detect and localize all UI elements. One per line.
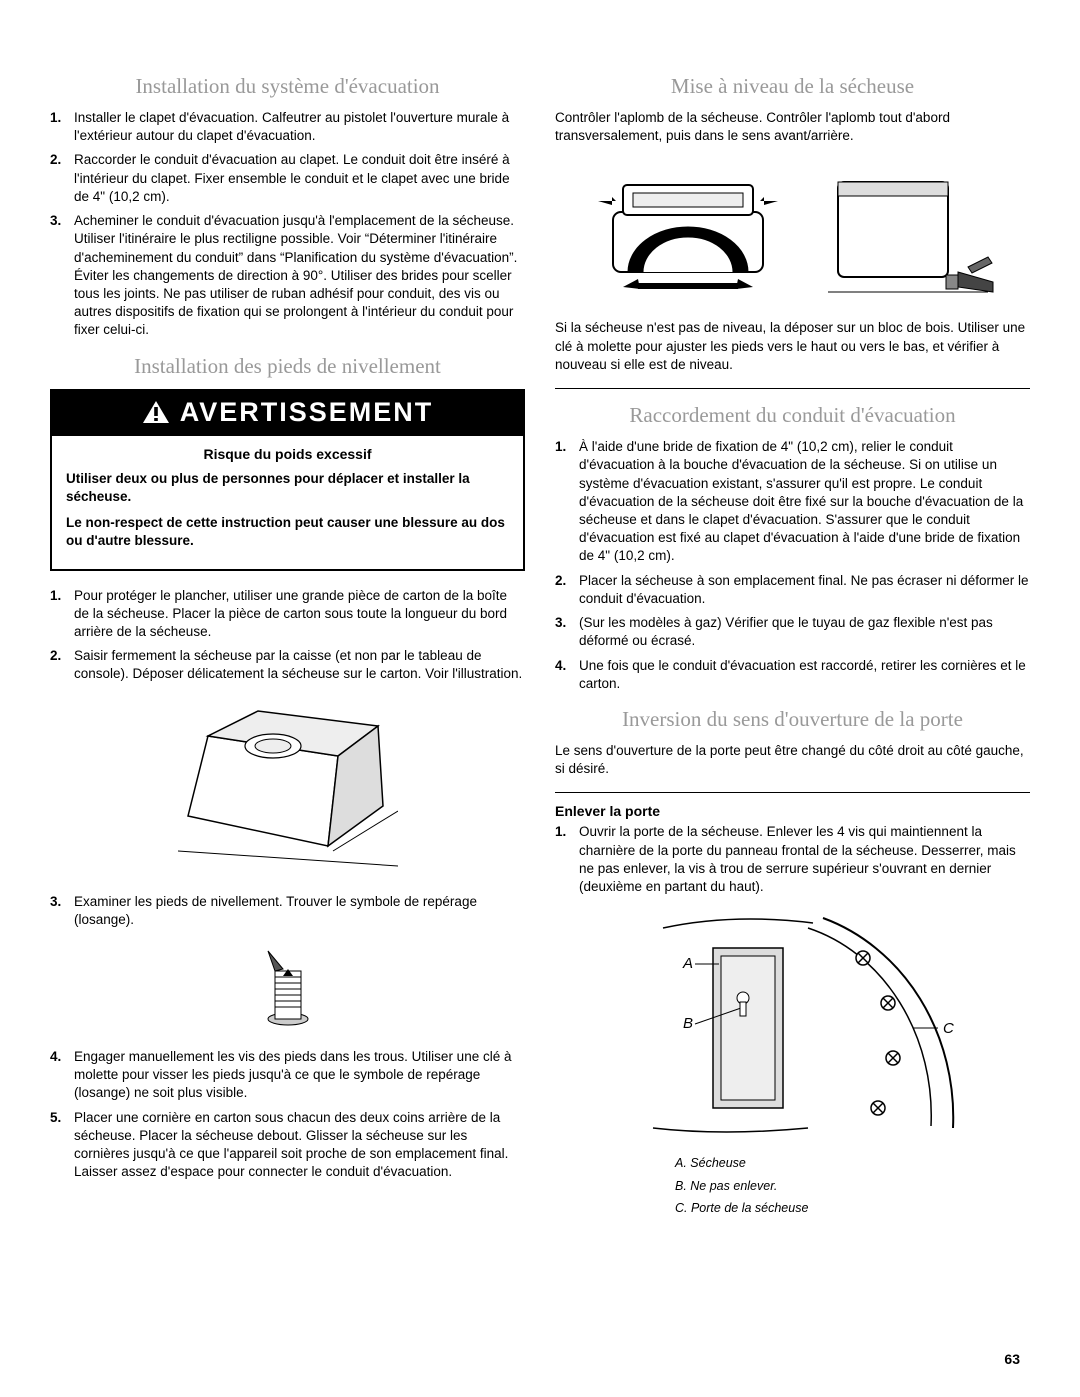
list-item: Ouvrir la porte de la sécheuse. Enlever … xyxy=(579,823,1030,896)
list-item: Placer la sécheuse à son emplacement fin… xyxy=(579,572,1030,608)
illustration-dryer-on-side xyxy=(50,696,525,881)
list-item: Installer le clapet d'évacuation. Calfeu… xyxy=(74,109,525,145)
illustration-leveling-foot xyxy=(50,941,525,1036)
subheading-remove-door: Enlever la porte xyxy=(555,803,1030,819)
list-feet-a: Pour protéger le plancher, utiliser une … xyxy=(50,587,525,684)
warning-line: Utiliser deux ou plus de personnes pour … xyxy=(66,470,509,506)
list-item: Examiner les pieds de nivellement. Trouv… xyxy=(74,893,525,929)
list-connect-duct: À l'aide d'une bride de fixation de 4" (… xyxy=(555,438,1030,693)
list-item: Engager manuellement les vis des pieds d… xyxy=(74,1048,525,1103)
heading-install-evac: Installation du système d'évacuation xyxy=(50,74,525,99)
page-number: 63 xyxy=(1004,1351,1020,1367)
warning-triangle-icon xyxy=(142,400,170,424)
caption-c: C. Porte de la sécheuse xyxy=(675,1200,1030,1216)
caption-b: B. Ne pas enlever. xyxy=(675,1178,1030,1194)
illustration-dryer-front xyxy=(588,157,788,307)
right-column: Mise à niveau de la sécheuse Contrôler l… xyxy=(555,60,1030,1216)
body-text: Le sens d'ouverture de la porte peut êtr… xyxy=(555,742,1030,778)
heading-connect-duct: Raccordement du conduit d'évacuation xyxy=(555,403,1030,428)
left-column: Installation du système d'évacuation Ins… xyxy=(50,60,525,1216)
illustration-door-hinge: A B C xyxy=(555,908,1030,1143)
caption-block: A. Sécheuse B. Ne pas enlever. C. Porte … xyxy=(555,1155,1030,1216)
warning-label: AVERTISSEMENT xyxy=(180,397,434,428)
heading-door-reverse: Inversion du sens d'ouverture de la port… xyxy=(555,707,1030,732)
list-item: Raccorder le conduit d'évacuation au cla… xyxy=(74,151,525,206)
label-b: B xyxy=(683,1015,693,1032)
body-text: Contrôler l'aplomb de la sécheuse. Contr… xyxy=(555,109,1030,145)
divider xyxy=(555,792,1030,793)
warning-line: Le non-respect de cette instruction peut… xyxy=(66,514,509,550)
page-content: Installation du système d'évacuation Ins… xyxy=(50,60,1030,1216)
list-item: Placer une cornière en carton sous chacu… xyxy=(74,1109,525,1182)
warning-title: Risque du poids excessif xyxy=(66,446,509,462)
list-item: À l'aide d'une bride de fixation de 4" (… xyxy=(579,438,1030,566)
list-item: Une fois que le conduit d'évacuation est… xyxy=(579,657,1030,693)
list-item: (Sur les modèles à gaz) Vérifier que le … xyxy=(579,614,1030,650)
illustration-leveling xyxy=(555,157,1030,307)
divider xyxy=(555,388,1030,389)
illustration-dryer-side xyxy=(818,157,998,307)
list-item: Saisir fermement la sécheuse par la cais… xyxy=(74,647,525,683)
list-feet-mid: Examiner les pieds de nivellement. Trouv… xyxy=(50,893,525,929)
list-item: Pour protéger le plancher, utiliser une … xyxy=(74,587,525,642)
label-a: A xyxy=(682,955,693,972)
warning-box: Risque du poids excessif Utiliser deux o… xyxy=(50,436,525,571)
warning-banner: AVERTISSEMENT xyxy=(50,389,525,436)
list-remove-door: Ouvrir la porte de la sécheuse. Enlever … xyxy=(555,823,1030,896)
caption-a: A. Sécheuse xyxy=(675,1155,1030,1171)
heading-level-dryer: Mise à niveau de la sécheuse xyxy=(555,74,1030,99)
list-item: Acheminer le conduit d'évacuation jusqu'… xyxy=(74,212,525,340)
label-c: C xyxy=(943,1020,954,1037)
body-text: Si la sécheuse n'est pas de niveau, la d… xyxy=(555,319,1030,374)
list-install-evac: Installer le clapet d'évacuation. Calfeu… xyxy=(50,109,525,340)
heading-install-feet: Installation des pieds de nivellement xyxy=(50,354,525,379)
list-feet-b: Engager manuellement les vis des pieds d… xyxy=(50,1048,525,1182)
